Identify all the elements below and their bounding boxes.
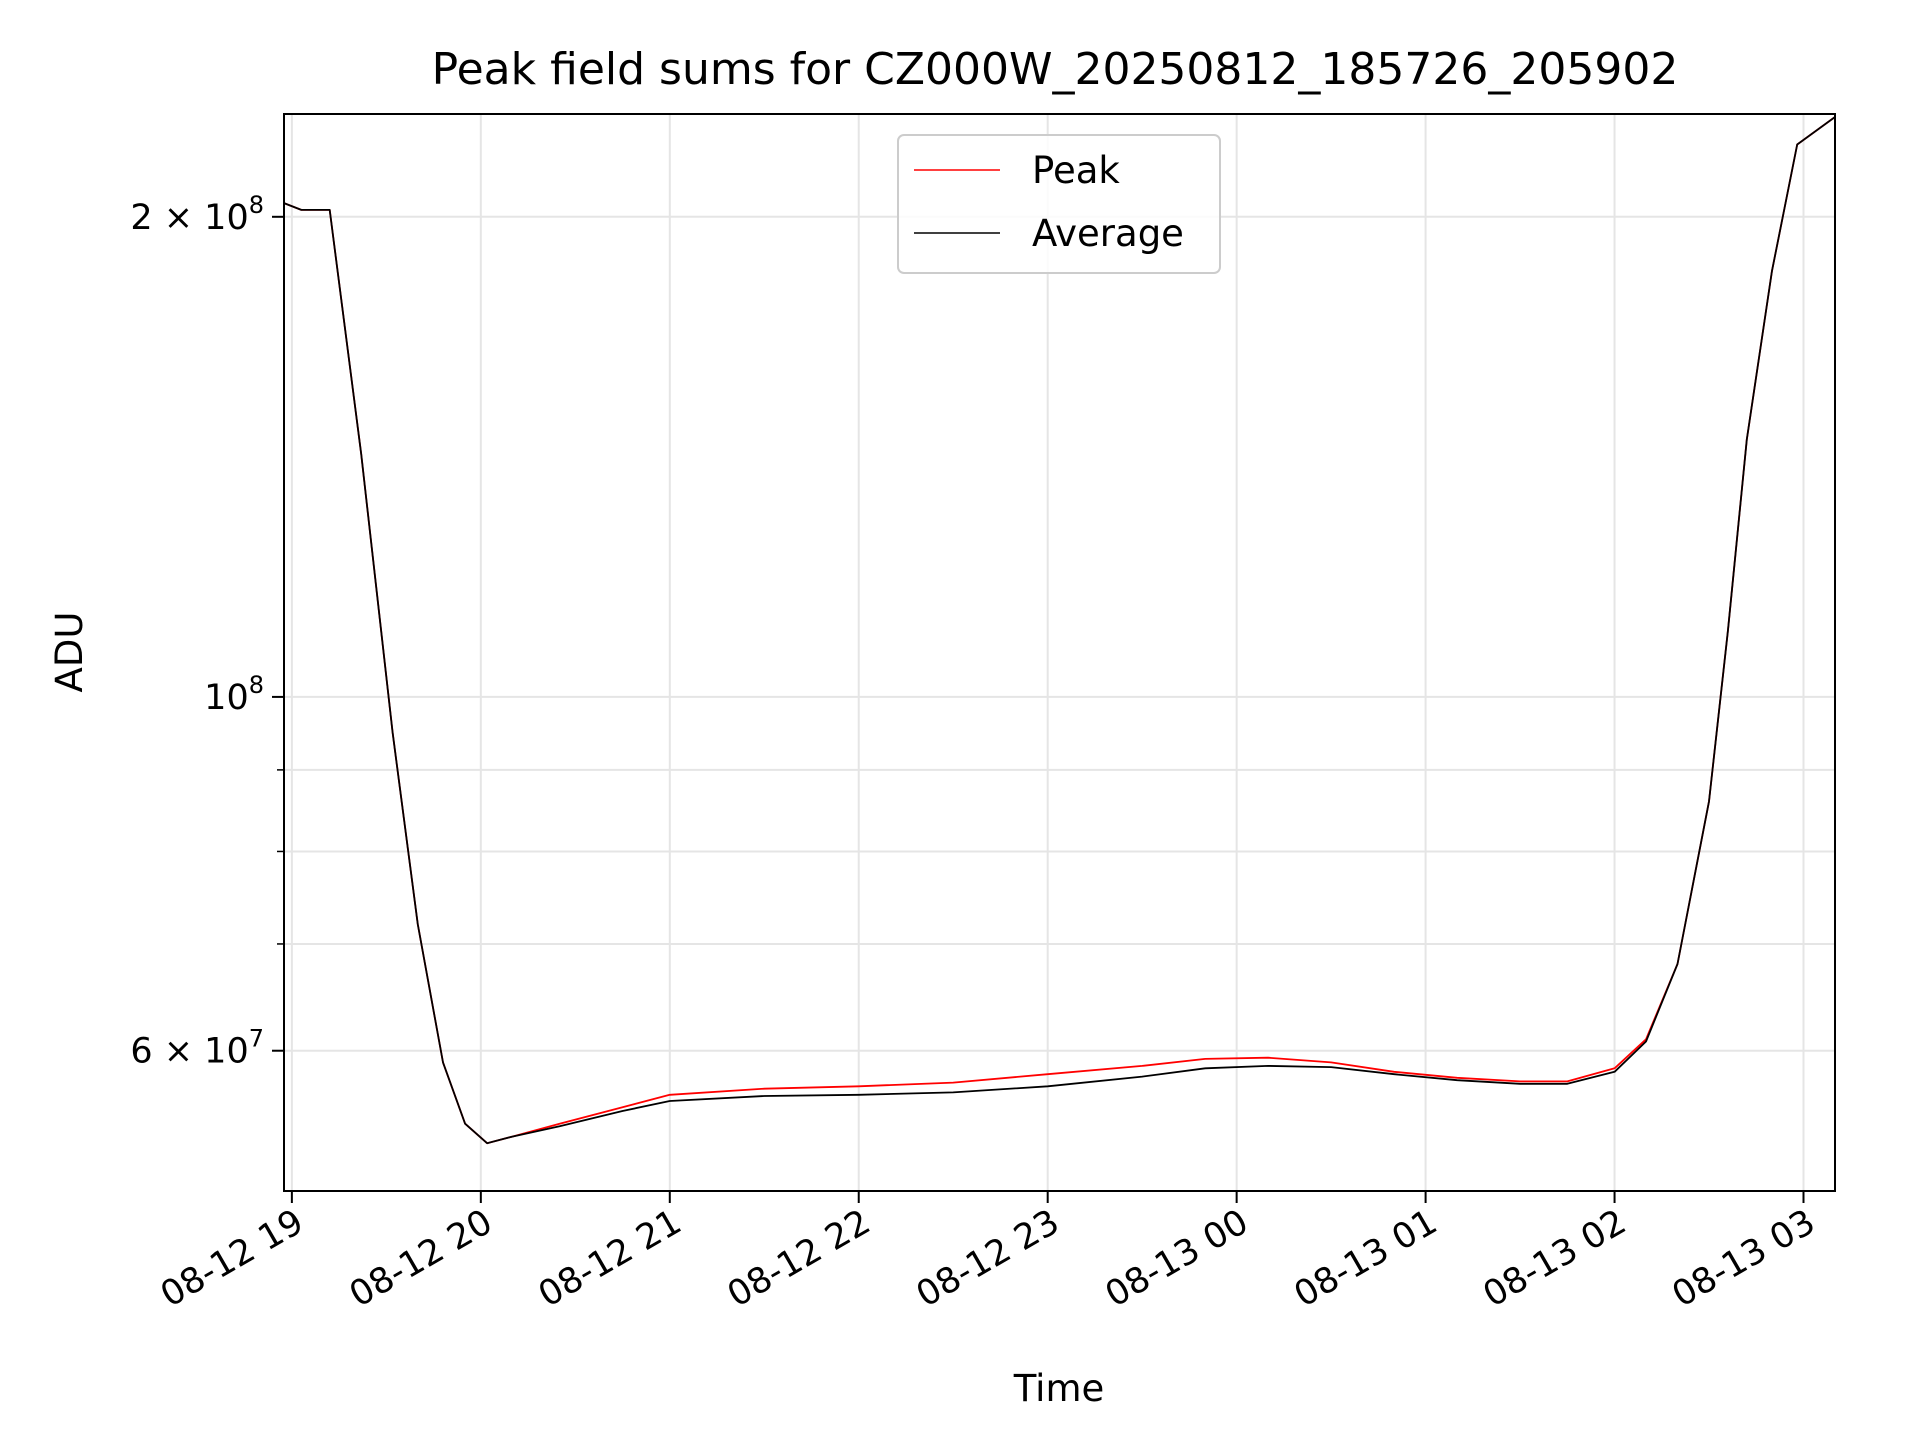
legend-label-peak: Peak [1032,149,1120,192]
y-tick-exponent: 8 [249,671,264,699]
y-tick-base: 2 × 10 [130,198,248,238]
x-axis-label: Time [1013,1367,1105,1410]
y-tick-exponent: 7 [249,1025,264,1053]
y-tick-label: 108 [204,671,264,718]
legend-label-average: Average [1032,212,1184,255]
y-axis-label: ADU [48,612,91,693]
series-layer [284,116,1835,1145]
y-tick-exponent: 8 [249,191,264,219]
y-tick-label: 2 × 108 [130,191,264,238]
y-tick-label: 6 × 107 [130,1025,264,1072]
chart-title: Peak field sums for CZ000W_20250812_1857… [432,44,1679,95]
plot-frame [283,113,1836,1192]
legend: Peak Average [897,134,1221,274]
y-tick-base: 6 × 10 [130,1032,248,1072]
series-line-average [284,116,1835,1145]
y-tick-base: 10 [204,678,249,718]
